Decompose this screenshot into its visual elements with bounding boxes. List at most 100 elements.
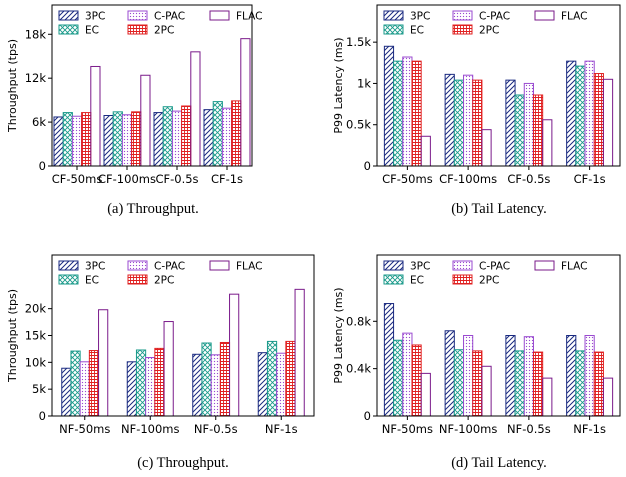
panel-caption: (d) Tail Latency. <box>451 455 547 471</box>
bar-2pc-cf-50ms <box>411 60 422 167</box>
legend-label-c-pac: C-PAC <box>479 261 510 273</box>
bar-flac-nf-50ms <box>98 309 109 417</box>
bar-ec-cf-1s <box>575 65 586 167</box>
x-tick-label: NF-100ms <box>121 422 180 436</box>
x-tick-label: NF-0.5s <box>507 422 551 436</box>
y-axis-label: P99 Latency (ms) <box>332 37 345 133</box>
bar-2pc-cf-0.5s <box>181 105 192 167</box>
bar-3pc-nf-100ms <box>126 361 137 417</box>
bar-3pc-cf-0.5s <box>153 112 164 167</box>
bar-3pc-nf-50ms <box>61 367 72 417</box>
bar-c-pac-nf-100ms <box>463 335 474 417</box>
bar-flac-nf-100ms <box>163 321 174 417</box>
bar-c-pac-nf-1s <box>276 352 287 417</box>
bar-c-pac-nf-0.5s <box>523 336 534 417</box>
bar-2pc-cf-0.5s <box>532 94 544 167</box>
y-axis-label: P99 Latency (ms) <box>332 287 345 383</box>
legend-swatch-ec <box>58 24 79 35</box>
bar-2pc-cf-1s <box>231 100 242 167</box>
legend-swatch-c-pac <box>452 10 473 21</box>
legend-swatch-flac <box>209 10 230 21</box>
legend-label-3pc: 3PC <box>85 11 105 23</box>
x-tick-label: NF-50ms <box>382 422 433 436</box>
legend-label-3pc: 3PC <box>85 261 105 273</box>
legend-label-3pc: 3PC <box>410 11 430 23</box>
y-tick-label: 18k <box>25 27 47 41</box>
legend-label-2pc: 2PC <box>154 25 174 37</box>
bar-flac-cf-1s <box>240 38 251 167</box>
y-tick-label: 0 <box>39 159 46 173</box>
x-tick-label: NF-50ms <box>59 422 110 436</box>
bar-2pc-cf-1s <box>593 73 604 167</box>
legend-label-c-pac: C-PAC <box>154 11 185 23</box>
bar-2pc-nf-100ms <box>154 347 165 417</box>
bar-3pc-nf-1s <box>566 335 577 417</box>
legend-swatch-c-pac <box>127 10 148 21</box>
bar-3pc-nf-0.5s <box>505 335 516 417</box>
legend-label-ec: EC <box>85 275 99 287</box>
panel-caption: (b) Tail Latency. <box>451 201 547 217</box>
legend-label-ec: EC <box>410 25 424 37</box>
x-tick-label: CF-50ms <box>52 172 103 186</box>
bar-3pc-cf-1s <box>566 60 577 167</box>
y-axis-label: Throughput (tps) <box>6 39 19 133</box>
y-tick-label: 0 <box>364 409 371 423</box>
bar-flac-nf-0.5s <box>229 293 240 417</box>
bar-flac-cf-1s <box>602 78 614 167</box>
legend: 3PC C-PAC FLAC EC 2PC <box>58 10 262 37</box>
legend-swatch-c-pac <box>127 260 148 271</box>
legend-label-2pc: 2PC <box>479 275 499 287</box>
x-tick-label: CF-0.5s <box>155 172 198 186</box>
bar-2pc-nf-50ms <box>411 344 422 417</box>
legend-swatch-2pc <box>127 274 148 285</box>
bar-flac-cf-100ms <box>481 129 492 167</box>
bar-2pc-nf-100ms <box>472 350 483 417</box>
bar-c-pac-cf-50ms <box>71 115 83 167</box>
x-tick-label: CF-1s <box>574 172 606 186</box>
bar-ec-cf-100ms <box>112 111 123 167</box>
bar-flac-cf-0.5s <box>542 119 553 167</box>
legend-label-3pc: 3PC <box>410 261 430 273</box>
x-tick-label: CF-100ms <box>439 172 497 186</box>
bar-3pc-cf-0.5s <box>505 79 516 167</box>
bar-2pc-cf-50ms <box>81 112 92 167</box>
legend-swatch-ec <box>383 24 404 35</box>
plot-frame <box>51 4 253 167</box>
bar-ec-cf-50ms <box>393 60 404 167</box>
legend-swatch-flac <box>534 10 555 21</box>
legend-label-2pc: 2PC <box>479 25 499 37</box>
legend-swatch-2pc <box>127 24 148 35</box>
bar-ec-cf-0.5s <box>514 94 525 167</box>
legend-swatch-ec <box>383 274 404 285</box>
legend-swatch-2pc <box>452 24 473 35</box>
bar-ec-cf-50ms <box>62 112 73 167</box>
bar-ec-cf-1s <box>212 101 223 167</box>
legend-swatch-flac <box>534 260 555 271</box>
bar-2pc-nf-50ms <box>88 350 100 417</box>
bar-ec-cf-100ms <box>453 79 465 167</box>
x-tick-label: CF-50ms <box>382 172 433 186</box>
bar-ec-nf-50ms <box>70 350 81 417</box>
x-tick-label: CF-1s <box>211 172 243 186</box>
bar-2pc-nf-1s <box>593 351 604 417</box>
bar-ec-nf-1s <box>266 340 278 417</box>
bar-3pc-nf-0.5s <box>192 353 203 417</box>
panel-3: 0 0.4k 0.8k NF-50ms NF-100ms NF-0.5s NF-1s P99 … <box>332 254 621 471</box>
legend-swatch-3pc <box>58 260 79 271</box>
bar-c-pac-nf-50ms <box>402 332 413 417</box>
bar-2pc-nf-0.5s <box>219 341 231 417</box>
y-axis-label: Throughput (tps) <box>6 289 19 383</box>
bar-flac-nf-1s <box>602 377 614 417</box>
legend-swatch-2pc <box>452 274 473 285</box>
bar-2pc-nf-0.5s <box>532 351 544 417</box>
bar-2pc-cf-100ms <box>131 111 142 167</box>
legend-swatch-ec <box>58 274 79 285</box>
legend-label-flac: FLAC <box>236 11 262 23</box>
bar-flac-nf-100ms <box>481 365 492 417</box>
y-tick-label: 12k <box>25 71 47 85</box>
y-tick-label: 1k <box>357 76 371 90</box>
bar-flac-cf-100ms <box>140 74 151 167</box>
legend: 3PC C-PAC FLAC EC 2PC <box>383 10 587 37</box>
x-tick-label: NF-0.5s <box>194 422 238 436</box>
